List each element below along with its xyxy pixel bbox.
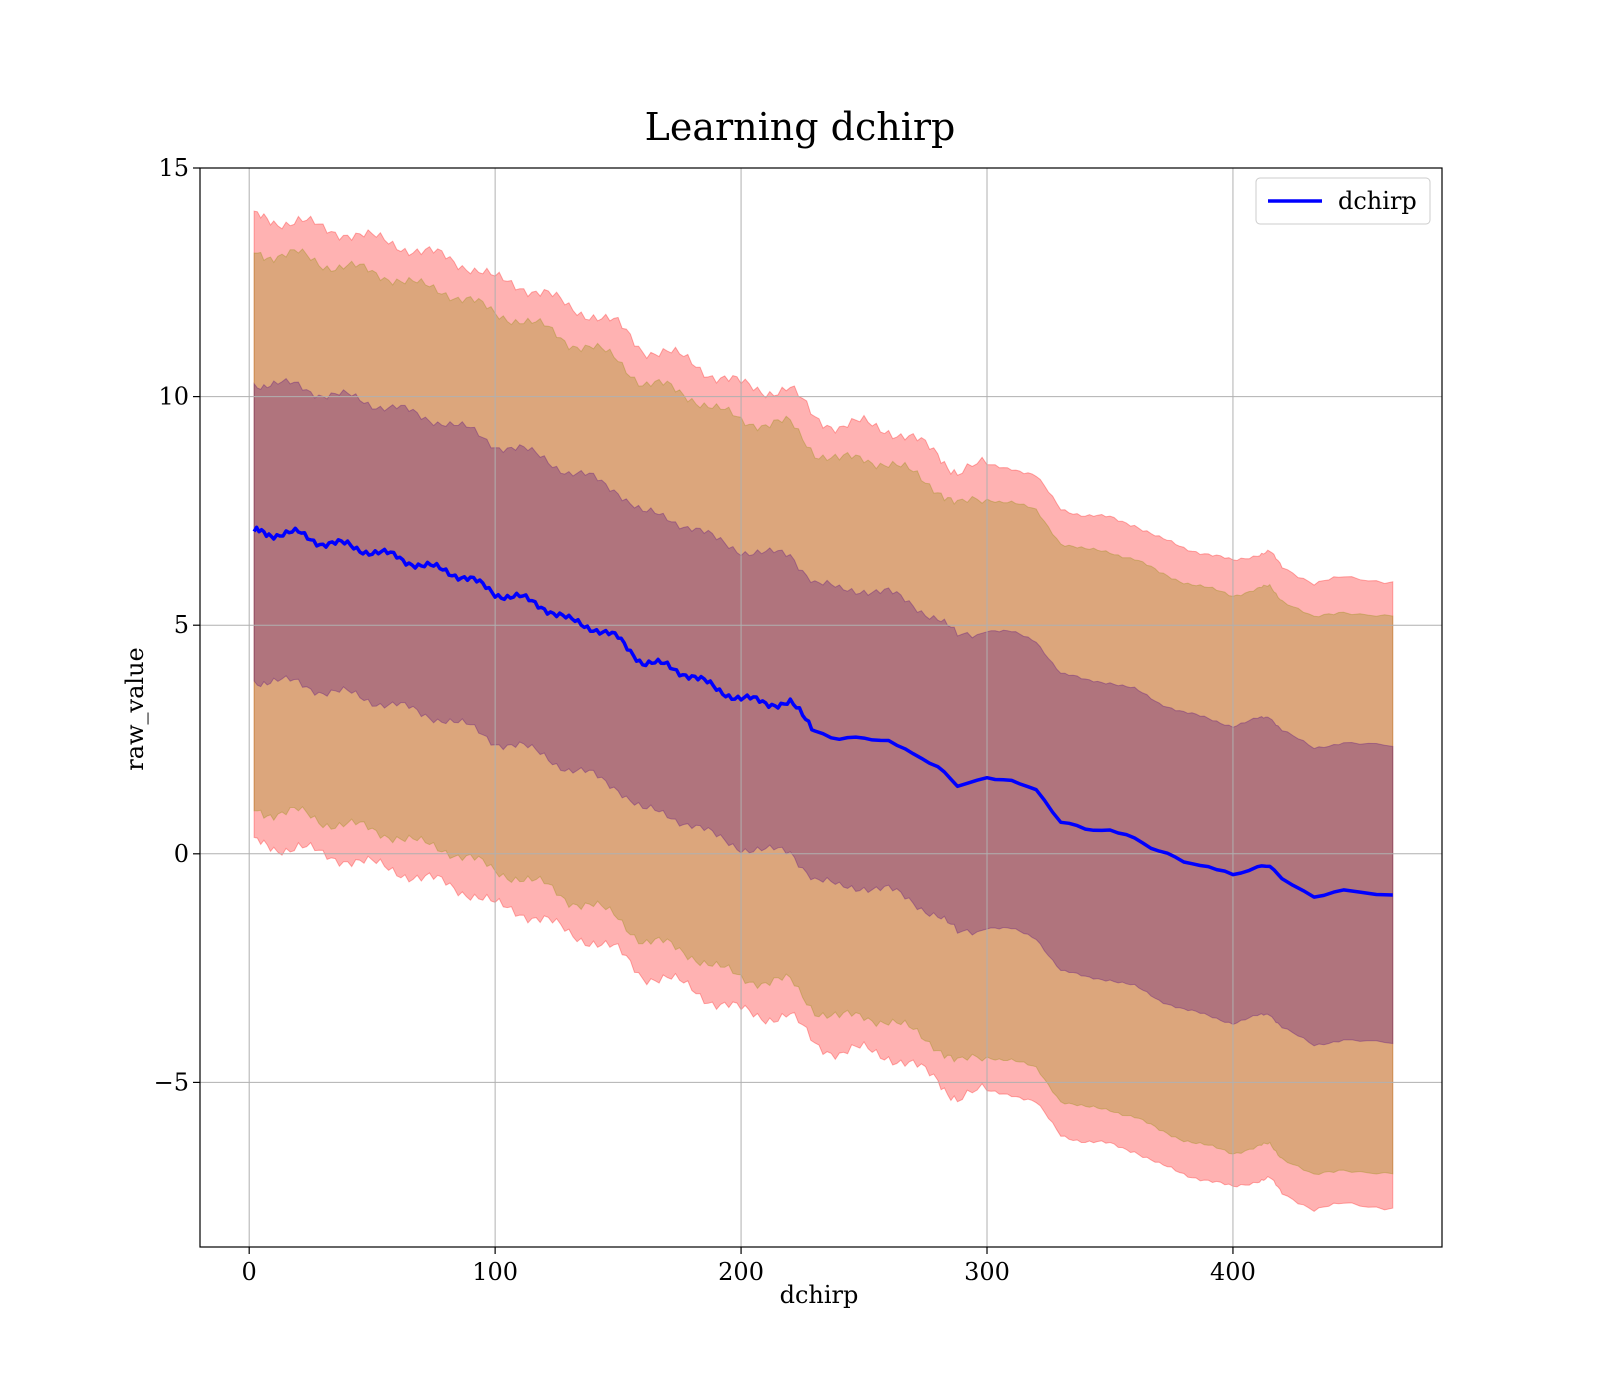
x-tick-label: 0 bbox=[242, 1258, 257, 1286]
band-1-sigma bbox=[253, 377, 1394, 1047]
x-tick-label: 100 bbox=[472, 1258, 518, 1286]
chart-title: Learning dchirp bbox=[645, 105, 956, 149]
legend-box bbox=[1255, 177, 1431, 225]
y-tick-label: 10 bbox=[158, 383, 189, 411]
y-tick-label: 0 bbox=[174, 840, 189, 868]
x-tick-label: 200 bbox=[718, 1258, 764, 1286]
y-tick-label: −5 bbox=[154, 1068, 189, 1096]
x-tick-label: 300 bbox=[964, 1258, 1010, 1286]
plot-frame bbox=[199, 167, 1443, 1248]
plot-background bbox=[200, 168, 1442, 1247]
plot-area: 0 100 200 300 400 −5 0 5 10 15 dchirp bbox=[154, 154, 1443, 1286]
y-axis-label: raw_value bbox=[121, 647, 149, 771]
x-tick-label: 400 bbox=[1210, 1258, 1256, 1286]
band-3-sigma bbox=[253, 210, 1394, 1213]
x-axis-label: dchirp bbox=[780, 1281, 859, 1309]
y-tick-label: 15 bbox=[158, 154, 189, 182]
y-tick-label: 5 bbox=[174, 611, 189, 639]
mean-line-dchirp bbox=[252, 525, 1393, 899]
band-2-sigma bbox=[253, 248, 1394, 1176]
legend-label-dchirp: dchirp bbox=[1338, 187, 1417, 215]
